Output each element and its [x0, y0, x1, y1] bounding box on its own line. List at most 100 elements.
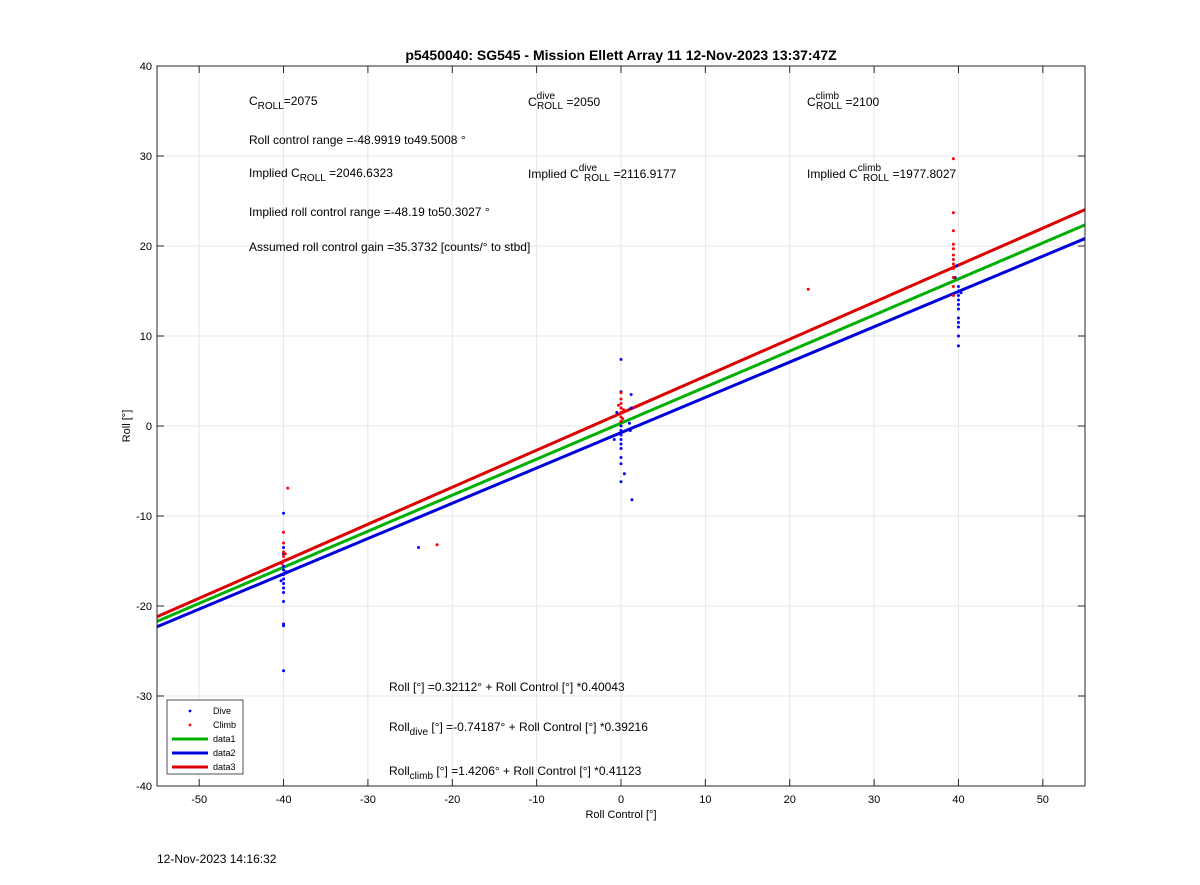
climb-point — [622, 408, 626, 412]
dive-point — [612, 438, 616, 441]
climb-point — [282, 541, 286, 545]
climb-point — [621, 417, 625, 421]
dive-point — [279, 579, 283, 583]
dive-point — [284, 570, 288, 574]
climb-point — [616, 403, 620, 407]
climb-point — [282, 559, 286, 563]
climb-point — [282, 555, 286, 558]
y-tick-label: -30 — [136, 691, 152, 703]
dive-point — [282, 577, 286, 581]
legend-label-data1: data1 — [213, 734, 236, 744]
y-axis-ticks: -40 -30 -20 -10 0 10 20 30 40 — [136, 61, 1085, 793]
dive-point — [956, 334, 960, 338]
y-tick-label: -10 — [136, 511, 152, 523]
legend-label-dive: Dive — [213, 706, 231, 716]
dive-point — [619, 447, 623, 450]
dive-point — [619, 462, 623, 466]
annotation-implied-range: Implied roll control range =-48.19 to50.… — [249, 205, 490, 219]
fit-line-data2 — [156, 237, 1086, 629]
dive-point — [629, 406, 633, 410]
dive-point — [417, 546, 421, 549]
y-tick-label: -40 — [136, 781, 152, 793]
climb-point — [951, 285, 955, 288]
dive-point — [956, 294, 960, 297]
x-axis-ticks: -50 -40 -30 -20 -10 0 10 20 30 40 50 — [191, 66, 1049, 806]
annotation-c-climb: Cclimb ROLL =2100 — [807, 91, 879, 112]
dive-point — [629, 393, 633, 396]
climb-point — [619, 397, 623, 401]
dive-point — [956, 321, 960, 324]
dive-point — [956, 316, 960, 320]
dive-point — [956, 285, 960, 288]
legend-climb-marker — [188, 723, 192, 727]
x-tick-label: -10 — [529, 794, 545, 806]
x-tick-label: -30 — [360, 794, 376, 806]
y-axis-label: Roll [°] — [121, 410, 133, 443]
dive-point — [959, 291, 963, 295]
climb-point — [951, 262, 955, 266]
climb-point — [619, 402, 623, 405]
climb-point — [951, 229, 955, 233]
climb-point — [806, 287, 810, 291]
dive-point — [282, 624, 286, 628]
annotation-implied-c-dive: Implied Cdive ROLL =2116.9177 — [528, 163, 677, 184]
dive-point — [282, 511, 286, 515]
x-tick-label: -20 — [444, 794, 460, 806]
climb-point — [282, 530, 286, 534]
x-tick-label: -50 — [191, 794, 207, 806]
dive-point — [615, 411, 619, 414]
dive-point — [619, 480, 623, 484]
climb-point — [951, 294, 955, 297]
climb-point — [280, 562, 284, 566]
dive-point — [282, 546, 286, 549]
dive-point — [282, 564, 286, 568]
x-tick-label: 50 — [1037, 794, 1049, 806]
climb-point — [951, 253, 955, 257]
annotation-fit-equation: Roll [°] =0.32112° + Roll Control [°] *0… — [389, 680, 625, 694]
dive-point — [282, 586, 286, 590]
annotation-fit-equation-dive: Rolldive [°] =-0.74187° + Roll Control [… — [389, 720, 648, 738]
dive-point — [956, 307, 960, 311]
climb-point — [951, 211, 955, 215]
x-tick-label: 0 — [618, 794, 624, 806]
data-points — [279, 157, 963, 673]
annotation-roll-range: Roll control range =-48.9919 to49.5008 ° — [249, 133, 466, 147]
x-axis-label: Roll Control [°] — [585, 809, 656, 821]
annotation-c-dive: Cdive ROLL =2050 — [528, 91, 600, 112]
climb-point — [619, 411, 623, 414]
climb-point — [435, 543, 439, 547]
dive-point — [956, 289, 960, 293]
climb-point — [951, 276, 955, 279]
dive-point — [282, 573, 286, 576]
dive-point — [622, 472, 626, 476]
dive-point — [282, 600, 286, 603]
dive-point — [619, 442, 623, 446]
chart-title: p5450040: SG545 - Mission Ellett Array 1… — [405, 47, 837, 63]
legend-box — [166, 699, 244, 775]
dive-point — [619, 424, 623, 428]
dive-point — [619, 357, 623, 361]
dive-point — [956, 344, 960, 348]
climb-point — [619, 420, 623, 423]
dive-point — [956, 298, 960, 302]
legend-dive-marker — [188, 709, 192, 713]
climb-point — [619, 391, 623, 395]
legend-label-data3: data3 — [213, 762, 236, 772]
legend: Dive Climb data1 data2 data3 — [166, 699, 244, 775]
footer-timestamp: 12-Nov-2023 14:16:32 — [157, 852, 277, 866]
dive-point — [627, 421, 631, 425]
dive-point — [619, 433, 623, 437]
climb-point — [286, 486, 290, 490]
climb-point — [951, 242, 955, 246]
climb-point — [951, 247, 955, 251]
y-tick-label: 40 — [140, 61, 152, 73]
climb-point — [951, 157, 955, 161]
dive-point — [628, 429, 632, 432]
dive-point — [619, 438, 623, 441]
x-tick-label: 20 — [784, 794, 796, 806]
climb-point — [951, 267, 955, 270]
climb-point — [619, 406, 623, 410]
x-tick-label: 10 — [699, 794, 711, 806]
y-tick-label: 20 — [140, 241, 152, 253]
